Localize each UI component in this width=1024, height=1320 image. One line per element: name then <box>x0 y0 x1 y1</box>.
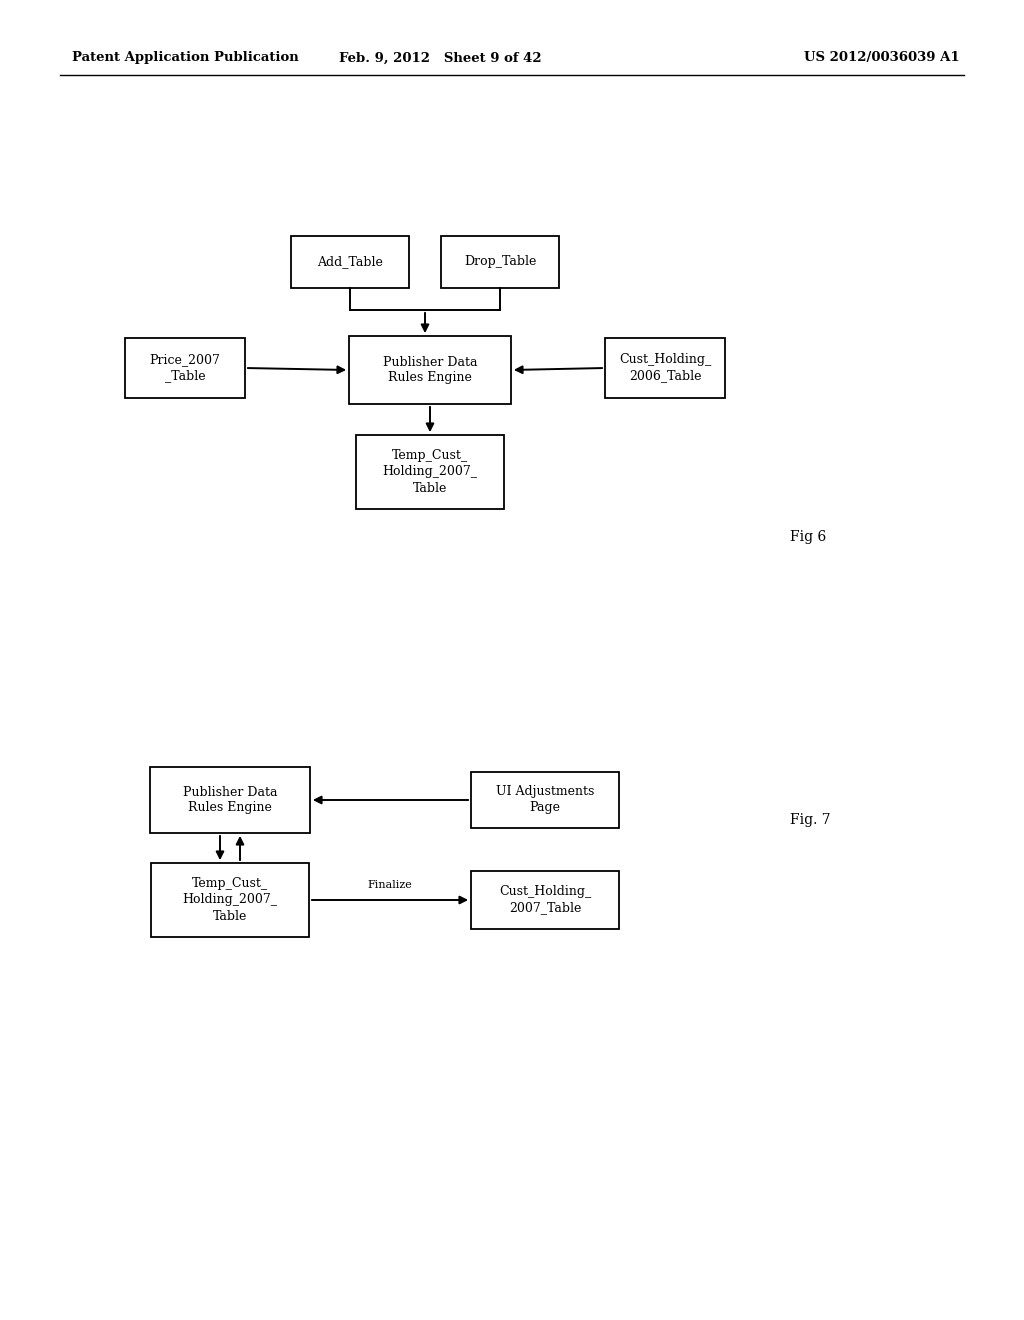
Bar <box>441 236 559 288</box>
Bar <box>471 772 618 828</box>
Text: Temp_Cust_
Holding_2007_
Table: Temp_Cust_ Holding_2007_ Table <box>182 878 278 923</box>
Bar <box>605 338 725 399</box>
Text: Feb. 9, 2012   Sheet 9 of 42: Feb. 9, 2012 Sheet 9 of 42 <box>339 51 542 65</box>
Text: Fig. 7: Fig. 7 <box>790 813 830 828</box>
Text: Publisher Data
Rules Engine: Publisher Data Rules Engine <box>383 355 477 384</box>
Text: Cust_Holding_
2006_Table: Cust_Holding_ 2006_Table <box>618 354 711 383</box>
Bar <box>349 337 511 404</box>
Bar <box>471 871 618 929</box>
Bar <box>151 863 309 937</box>
Text: US 2012/0036039 A1: US 2012/0036039 A1 <box>805 51 961 65</box>
Text: UI Adjustments
Page: UI Adjustments Page <box>496 785 594 814</box>
Text: Drop_Table: Drop_Table <box>464 256 537 268</box>
Text: Fig 6: Fig 6 <box>790 531 826 544</box>
Bar <box>150 767 310 833</box>
Text: Temp_Cust_
Holding_2007_
Table: Temp_Cust_ Holding_2007_ Table <box>383 450 477 495</box>
Text: Cust_Holding_
2007_Table: Cust_Holding_ 2007_Table <box>499 886 591 915</box>
Bar <box>125 338 245 399</box>
Text: Finalize: Finalize <box>368 880 413 890</box>
Text: Publisher Data
Rules Engine: Publisher Data Rules Engine <box>182 785 278 814</box>
Text: Add_Table: Add_Table <box>317 256 383 268</box>
Text: Price_2007
_Table: Price_2007 _Table <box>150 354 220 383</box>
Bar <box>291 236 409 288</box>
Text: Patent Application Publication: Patent Application Publication <box>72 51 299 65</box>
Bar <box>356 436 504 510</box>
